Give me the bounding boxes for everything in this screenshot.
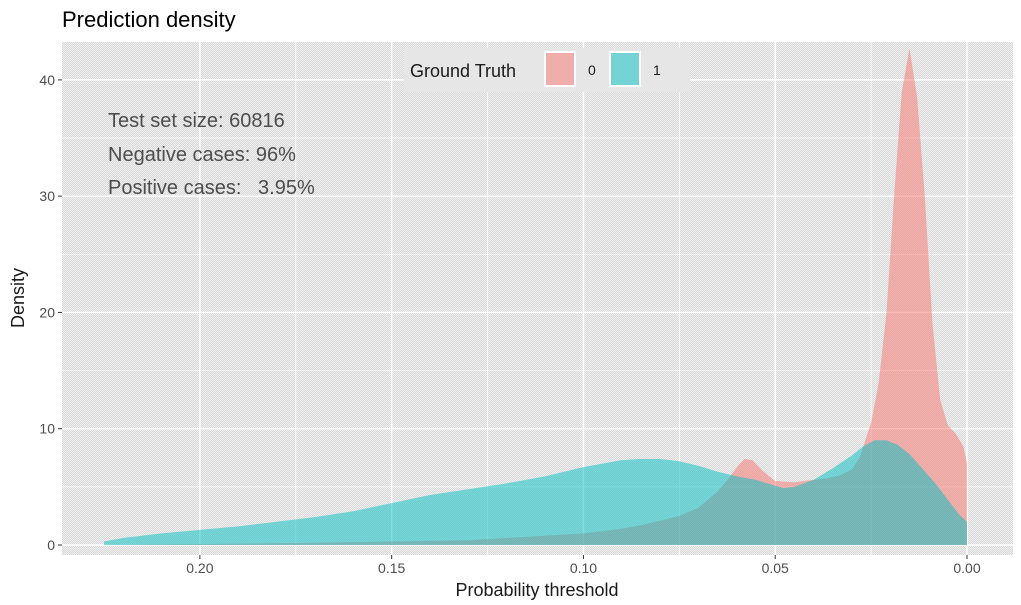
x-tick-label: 0.20 bbox=[186, 560, 213, 576]
x-tick-label: 0.00 bbox=[953, 560, 980, 576]
annotation-negative-cases: Negative cases: 96% bbox=[108, 144, 296, 166]
annotation-positive-cases: Positive cases: 3.95% bbox=[108, 177, 315, 199]
legend-key-0 bbox=[544, 51, 576, 87]
y-tick-label: 30 bbox=[39, 188, 55, 204]
annotation-block: Test set size: 60816 Negative cases: 96%… bbox=[108, 110, 315, 199]
y-tick-label: 20 bbox=[39, 304, 55, 320]
y-axis-ticks: 0 10 20 30 40 bbox=[39, 72, 62, 553]
x-axis-label: Probability threshold bbox=[455, 580, 618, 600]
y-tick-label: 0 bbox=[47, 537, 55, 553]
legend-label-1: 1 bbox=[653, 62, 661, 78]
x-tick-label: 0.05 bbox=[762, 560, 789, 576]
legend-key-1 bbox=[609, 51, 641, 87]
density-area-1 bbox=[104, 440, 967, 545]
annotation-test-size: Test set size: 60816 bbox=[108, 110, 285, 132]
y-axis-label: Density bbox=[8, 268, 28, 328]
x-tick-label: 0.15 bbox=[378, 560, 405, 576]
x-axis-ticks: 0.20 0.15 0.10 0.05 0.00 bbox=[186, 555, 981, 576]
density-areas bbox=[104, 48, 967, 545]
legend-title: Ground Truth bbox=[410, 61, 516, 81]
y-tick-label: 40 bbox=[39, 72, 55, 88]
x-tick-label: 0.10 bbox=[570, 560, 597, 576]
legend-label-0: 0 bbox=[588, 62, 596, 78]
legend: Ground Truth 0 1 bbox=[404, 48, 690, 92]
y-tick-label: 10 bbox=[39, 421, 55, 437]
chart-title: Prediction density bbox=[62, 7, 236, 32]
